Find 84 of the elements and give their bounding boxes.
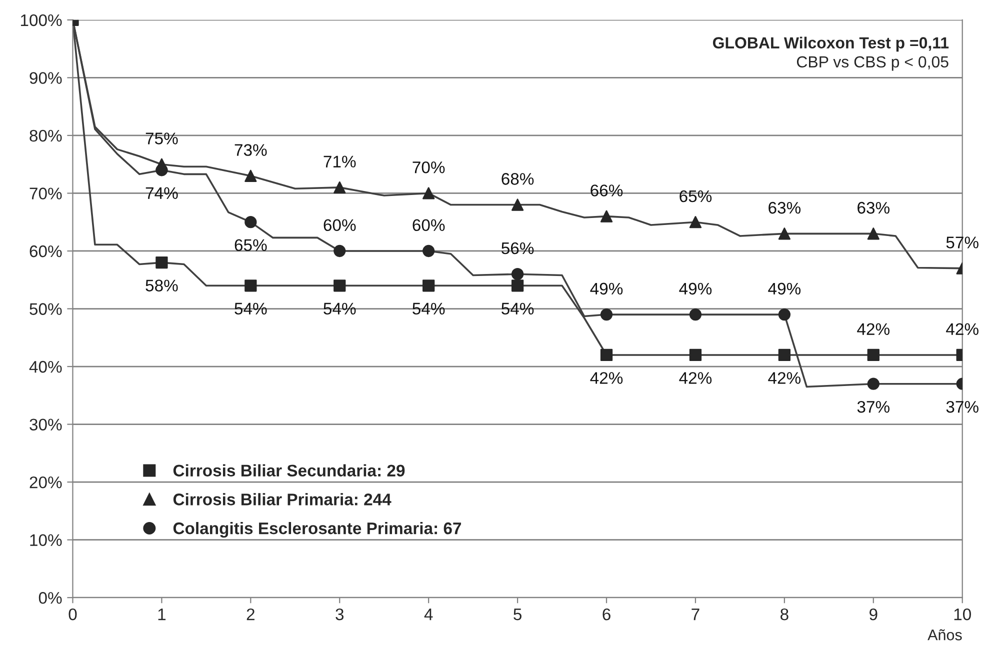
point (422, 187, 435, 200)
point (600, 348, 613, 362)
point (600, 308, 613, 321)
data-label: 70% (412, 161, 445, 174)
x-tick-label: 10 (954, 608, 971, 620)
point (156, 256, 168, 269)
x-tick-label: 4 (424, 608, 433, 620)
point (156, 164, 168, 176)
point (422, 244, 435, 258)
y-tick-label: 50% (30, 303, 62, 315)
point (689, 216, 702, 228)
point (334, 280, 346, 292)
x-axis-title: Años (928, 629, 962, 640)
x-tick-label: 0 (68, 608, 77, 620)
point (600, 210, 613, 222)
point (244, 170, 257, 182)
legend-label: Colangitis Esclerosante Primaria: 67 (173, 522, 462, 538)
data-label: 54% (412, 302, 445, 315)
data-label: 63% (858, 202, 890, 214)
data-label: 54% (324, 302, 356, 315)
data-label: 66% (590, 184, 623, 196)
data-label: 65% (234, 239, 267, 252)
x-tick-label: 2 (246, 608, 254, 620)
data-label: 49% (590, 282, 623, 295)
data-label: 49% (768, 282, 801, 295)
y-tick-label: 60% (30, 245, 62, 258)
point (867, 228, 880, 240)
point (422, 280, 435, 292)
x-tick-label: 5 (514, 608, 522, 620)
point (778, 308, 791, 321)
y-tick-label: 30% (30, 418, 62, 430)
data-label: 57% (946, 236, 978, 248)
x-tick-label: 1 (158, 608, 166, 620)
data-label: 42% (946, 323, 978, 335)
point (867, 378, 880, 390)
point (244, 280, 257, 292)
data-label: 42% (590, 372, 623, 384)
data-label: 75% (146, 132, 178, 144)
data-label: 74% (146, 187, 178, 199)
data-label: 68% (502, 173, 534, 185)
point (867, 348, 880, 362)
data-label: 49% (679, 282, 712, 295)
data-label: 42% (857, 323, 890, 335)
x-tick-label: 7 (692, 608, 700, 620)
data-label: 42% (768, 372, 801, 384)
point (689, 308, 702, 321)
x-tick-label: 6 (602, 608, 610, 620)
data-label: 73% (234, 144, 267, 156)
point (511, 280, 524, 292)
y-tick-label: 0% (38, 592, 62, 604)
legend-label: Cirrosis Biliar Secundaria: 29 (173, 464, 405, 476)
data-label: 65% (680, 190, 712, 202)
x-tick-label: 9 (870, 608, 878, 620)
x-tick-label: 8 (780, 608, 788, 620)
y-tick-label: 20% (30, 476, 62, 488)
data-label: 58% (146, 280, 178, 292)
point (689, 348, 702, 362)
legend-label: Cirrosis Biliar Primaria: 244 (173, 493, 392, 506)
point (778, 228, 791, 240)
point (778, 348, 791, 362)
data-label: 71% (324, 156, 356, 168)
annotation: CBP vs CBS p < 0,05 (796, 56, 948, 71)
y-tick-label: 70% (30, 188, 62, 200)
x-tick-label: 3 (336, 608, 344, 620)
y-tick-label: 80% (30, 130, 62, 142)
point (511, 268, 524, 280)
point (511, 198, 524, 211)
data-label: 60% (412, 219, 445, 232)
annotation: GLOBAL Wilcoxon Test p =0,11 (712, 36, 949, 52)
data-label: 42% (679, 372, 712, 384)
point (244, 216, 257, 228)
data-label: 37% (946, 400, 978, 413)
data-label: 60% (324, 219, 356, 232)
y-tick-label: 100% (20, 14, 62, 26)
point (334, 181, 346, 194)
data-label: 56% (502, 242, 534, 254)
y-tick-label: 10% (30, 534, 62, 546)
data-label: 63% (768, 202, 801, 214)
y-tick-label: 90% (30, 72, 62, 84)
y-tick-label: 40% (29, 360, 62, 373)
data-label: 37% (857, 400, 890, 413)
point (334, 244, 346, 258)
data-label: 54% (234, 302, 267, 315)
data-label: 54% (502, 302, 534, 315)
